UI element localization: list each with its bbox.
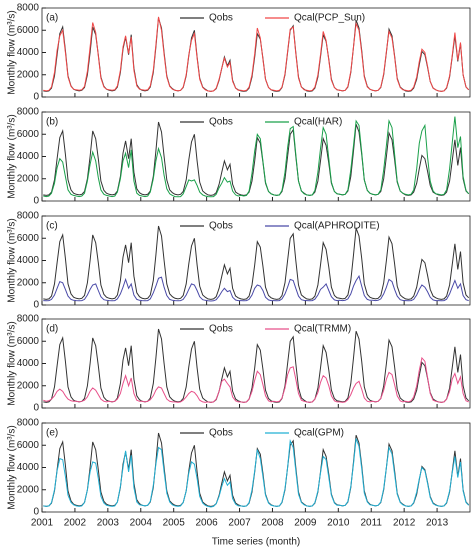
series-line	[43, 356, 469, 403]
y-axis-label: Monthly flow (m³/s)	[7, 425, 18, 509]
y-tick-label: 8000	[17, 314, 40, 325]
series-line	[43, 432, 470, 507]
x-tick-label: 2012	[393, 518, 416, 529]
y-tick-label: 2000	[17, 277, 40, 288]
x-tick-label: 2005	[163, 518, 186, 529]
x-tick-label: 2002	[64, 518, 87, 529]
x-tick-label: 2004	[130, 518, 153, 529]
y-tick-label: 2000	[17, 380, 40, 391]
y-tick-label: 8000	[17, 418, 40, 429]
y-tick-label: 6000	[17, 233, 40, 244]
series-line	[43, 121, 470, 196]
panel-label: (d)	[46, 324, 58, 335]
legend-label: Qcal(GPM)	[294, 428, 344, 439]
series-line	[43, 438, 470, 508]
series-line	[43, 225, 470, 300]
y-tick-label: 4000	[17, 255, 40, 266]
legend-label: Qobs	[209, 428, 233, 439]
y-tick-label: 2000	[17, 69, 40, 80]
y-tick-label: 2000	[17, 484, 40, 495]
y-tick-label: 6000	[17, 440, 40, 451]
y-tick-label: 8000	[17, 3, 40, 14]
y-axis-label: Monthly flow (m³/s)	[7, 10, 18, 94]
series-line	[43, 274, 469, 302]
y-tick-label: 0	[33, 403, 39, 414]
plot-frame	[41, 422, 471, 513]
x-tick-label: 2007	[228, 518, 251, 529]
panel-label: (b)	[46, 117, 58, 128]
series-line	[43, 16, 470, 92]
legend-label: Qcal(HAR)	[294, 117, 342, 128]
legend-label: Qobs	[209, 221, 233, 232]
y-tick-label: 4000	[17, 462, 40, 473]
y-tick-label: 4000	[17, 47, 40, 58]
legend-label: Qcal(TRMM)	[294, 324, 351, 335]
panel-label: (e)	[46, 428, 58, 439]
x-tick-label: 2001	[31, 518, 54, 529]
panel-label: (a)	[46, 13, 58, 24]
y-tick-label: 0	[33, 92, 39, 103]
y-axis-label: Monthly flow (m³/s)	[7, 114, 18, 198]
y-tick-label: 2000	[17, 173, 40, 184]
y-axis-label: Monthly flow (m³/s)	[7, 321, 18, 405]
x-tick-label: 2010	[327, 518, 350, 529]
y-axis-label: Monthly flow (m³/s)	[7, 218, 18, 302]
legend-label: Qcal(APHRODITE)	[294, 221, 380, 232]
x-tick-label: 2013	[426, 518, 449, 529]
y-tick-label: 8000	[17, 211, 40, 222]
plot-frame	[41, 318, 471, 409]
y-tick-label: 4000	[17, 151, 40, 162]
y-tick-label: 4000	[17, 358, 40, 369]
panel-label: (c)	[46, 221, 58, 232]
plot-frame	[41, 111, 471, 202]
series-line	[43, 116, 470, 198]
legend-label: Qobs	[209, 324, 233, 335]
legend-label: Qcal(PCP_Sun)	[294, 13, 365, 24]
y-tick-label: 8000	[17, 107, 40, 118]
plot-frame	[41, 215, 471, 306]
legend-label: Qobs	[209, 13, 233, 24]
x-axis-label: Time series (month)	[212, 537, 301, 548]
x-tick-label: 2009	[294, 518, 317, 529]
y-tick-label: 0	[33, 300, 39, 311]
x-tick-label: 2011	[360, 518, 382, 529]
y-tick-label: 6000	[17, 25, 40, 36]
plot-frame	[41, 7, 471, 98]
y-tick-label: 6000	[17, 336, 40, 347]
legend-label: Qobs	[209, 117, 233, 128]
y-tick-label: 0	[33, 196, 39, 207]
x-tick-label: 2008	[261, 518, 284, 529]
y-tick-label: 0	[33, 507, 39, 518]
x-tick-label: 2003	[97, 518, 120, 529]
series-line	[43, 17, 470, 92]
series-line	[43, 328, 470, 403]
x-tick-label: 2006	[195, 518, 218, 529]
y-tick-label: 6000	[17, 129, 40, 140]
